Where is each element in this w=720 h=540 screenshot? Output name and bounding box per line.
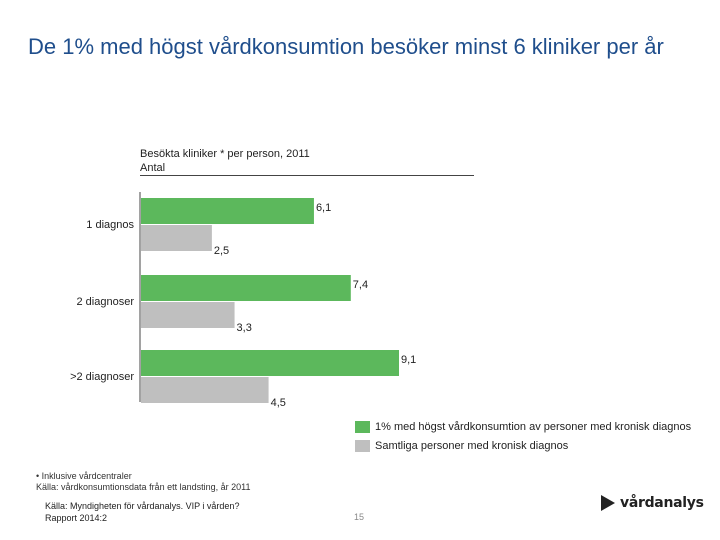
category-label: 1 diagnos (86, 219, 134, 231)
data-label: 6,1 (316, 202, 331, 214)
report-source-line2: Rapport 2014:2 (45, 513, 108, 523)
legend-item-top-1pct: 1% med högst vårdkonsumtion av personer … (355, 417, 691, 436)
logo-text: vårdanalys (620, 495, 704, 511)
chart-legend: 1% med högst vårdkonsumtion av personer … (355, 417, 691, 455)
legend-label-all: Samtliga personer med kronisk diagnos (375, 439, 569, 452)
data-label: 7,4 (353, 279, 368, 291)
legend-item-all: Samtliga personer med kronisk diagnos (355, 436, 691, 455)
bar-top-1pct (141, 350, 399, 376)
play-arrow-icon (601, 495, 615, 511)
legend-swatch-green (355, 420, 370, 433)
report-source: Källa: Myndigheten för vårdanalys. VIP i… (45, 500, 239, 524)
footnote-note: • Inklusive vårdcentraler (36, 471, 132, 481)
vardanalys-logo: vårdanalys (600, 494, 704, 512)
bar-all-patients (141, 225, 212, 251)
bar-top-1pct (141, 275, 351, 301)
category-label: 2 diagnoser (77, 296, 135, 308)
report-source-line1: Källa: Myndigheten för vårdanalys. VIP i… (45, 501, 240, 511)
bar-all-patients (141, 302, 235, 328)
subtitle-divider (140, 175, 474, 176)
bar-all-patients (141, 377, 269, 403)
data-label: 4,5 (271, 397, 286, 409)
data-label: 3,3 (237, 322, 252, 334)
legend-label-top-1pct: 1% med högst vårdkonsumtion av personer … (375, 420, 692, 433)
footnote-source: Källa: vårdkonsumtionsdata från ett land… (36, 482, 251, 492)
page-number: 15 (354, 512, 365, 522)
data-label: 2,5 (214, 245, 229, 257)
chart-subtitle-main: Besökta kliniker * per person, 2011 (140, 148, 310, 160)
data-label: 9,1 (401, 354, 416, 366)
footnote: • Inklusive vårdcentraler Källa: vårdkon… (36, 471, 250, 493)
chart-subtitle-unit: Antal (140, 162, 166, 174)
legend-swatch-gray (355, 439, 370, 452)
bar-top-1pct (141, 198, 314, 224)
category-label: >2 diagnoser (70, 371, 134, 383)
chart-subtitle: Besökta kliniker * per person, 2011 Anta… (140, 147, 470, 175)
slide-title: De 1% med högst vårdkonsumtion besöker m… (28, 34, 664, 59)
